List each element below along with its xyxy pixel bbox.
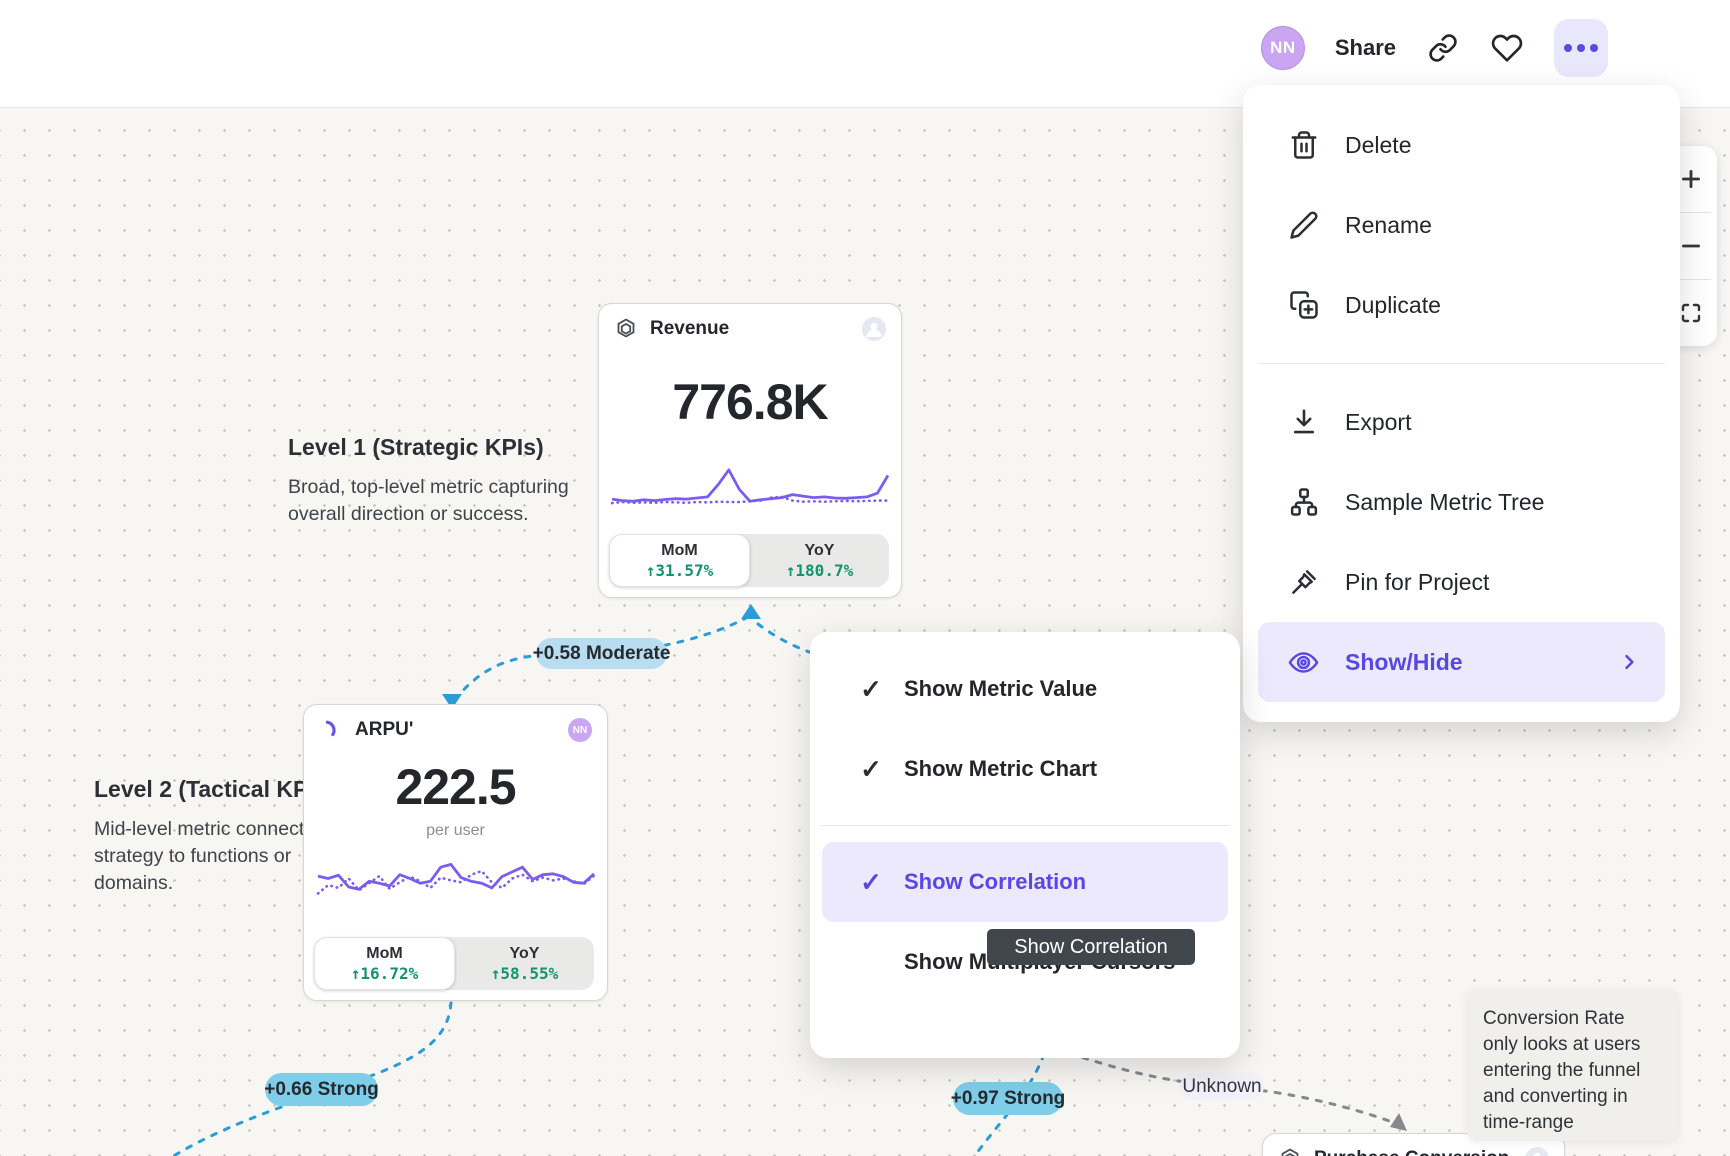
- metric-value: 222.5: [395, 759, 516, 815]
- arrowhead-into-revenue: [741, 604, 761, 619]
- metric-card-revenue[interactable]: Revenue 776.8K MoM ↑31.57% YoY ↑180.7%: [598, 303, 902, 598]
- metric-card-title: Revenue: [650, 318, 730, 339]
- menu-item-delete[interactable]: Delete: [1258, 105, 1665, 185]
- zoom-in-button[interactable]: [1664, 146, 1717, 212]
- metric-card-title: Purchase Conversion R: [1314, 1148, 1513, 1156]
- submenu-item-label: Show Metric Chart: [904, 756, 1098, 781]
- chevron-right-icon: [1619, 651, 1641, 673]
- download-icon: [1288, 407, 1319, 438]
- level2-description: Mid-level metric connecting strategy to …: [94, 818, 331, 894]
- eye-icon: [1288, 647, 1319, 678]
- more-dots-icon: [1564, 44, 1598, 52]
- metric-card-arpu[interactable]: ARPU' NN 222.5 per user MoM ↑16.72% YoY …: [303, 704, 608, 1001]
- card-header: Purchase Conversion R: [1263, 1134, 1564, 1156]
- menu-item-pin-for-project[interactable]: Pin for Project: [1258, 542, 1665, 622]
- tree-icon: [1288, 487, 1319, 518]
- mom-toggle[interactable]: MoM ↑16.72%: [314, 937, 455, 990]
- metric-card-title: ARPU': [355, 719, 414, 740]
- show-correlation-tooltip: Show Correlation: [987, 929, 1195, 965]
- metric-value: 776.8K: [672, 374, 828, 430]
- menu-item-label: Export: [1345, 408, 1412, 435]
- menu-item-show-hide[interactable]: Show/Hide: [1258, 622, 1665, 702]
- menu-item-label: Rename: [1345, 211, 1432, 238]
- user-avatar[interactable]: NN: [1260, 26, 1305, 70]
- correlation-badge-unknown[interactable]: Unknown: [1180, 1073, 1264, 1100]
- metric-unit: per user: [426, 822, 485, 839]
- period-toggle: MoM ↑16.72% YoY ↑58.55%: [314, 937, 594, 990]
- level1-annotation[interactable]: Level 1 (Strategic KPIs) Broad, top-leve…: [288, 434, 578, 528]
- submenu-item-show-metric-value[interactable]: ✓ Show Metric Value: [822, 649, 1228, 729]
- more-options-menu: Delete Rename Duplicate Export Sample Me…: [1243, 85, 1680, 722]
- duplicate-icon: [1288, 290, 1319, 321]
- fit-view-button[interactable]: [1664, 280, 1717, 346]
- correlation-badge-moderate[interactable]: +0.58 Moderate: [533, 638, 670, 669]
- copy-link-icon[interactable]: [1426, 31, 1460, 65]
- note-card[interactable]: Conversion Rate only looks at users ente…: [1467, 989, 1679, 1141]
- yoy-value: ↑180.7%: [785, 560, 854, 580]
- menu-item-label: Show/Hide: [1345, 648, 1463, 675]
- menu-item-label: Sample Metric Tree: [1345, 488, 1545, 515]
- yoy-toggle[interactable]: YoY ↑180.7%: [750, 534, 889, 587]
- correlation-badge-strong-1[interactable]: +0.66 Strong: [264, 1073, 379, 1106]
- metric-hexagon-icon: [614, 317, 638, 341]
- menu-item-label: Duplicate: [1345, 291, 1441, 318]
- share-button[interactable]: Share: [1334, 35, 1396, 60]
- pin-icon: [1288, 567, 1319, 598]
- yoy-label: YoY: [509, 944, 540, 962]
- yoy-toggle[interactable]: YoY ↑58.55%: [455, 937, 594, 990]
- mom-toggle[interactable]: MoM ↑31.57%: [609, 534, 750, 587]
- top-bar: NN Share: [0, 0, 1730, 107]
- metric-sparkline: [316, 862, 595, 895]
- yoy-label: YoY: [804, 541, 835, 559]
- show-hide-submenu: ✓ Show Metric Value ✓ Show Metric Chart …: [810, 632, 1240, 1058]
- mom-label: MoM: [366, 944, 403, 962]
- toolbar-divider: [1670, 279, 1711, 280]
- mom-label: MoM: [661, 541, 698, 559]
- submenu-item-show-metric-chart[interactable]: ✓ Show Metric Chart: [822, 729, 1228, 809]
- menu-item-sample-metric-tree[interactable]: Sample Metric Tree: [1258, 462, 1665, 542]
- card-header: Revenue: [599, 304, 901, 341]
- submenu-item-label: Show Correlation: [904, 869, 1087, 894]
- yoy-value: ↑58.55%: [490, 963, 559, 983]
- arrowhead-into-purchase: [1390, 1113, 1407, 1131]
- top-bar-actions: NN Share: [1260, 0, 1608, 96]
- menu-divider: [1258, 363, 1665, 364]
- metric-sparkline: [610, 468, 890, 505]
- zoom-out-button[interactable]: [1664, 213, 1717, 279]
- level2-title: Level 2 (Tactical KPIs): [94, 776, 336, 802]
- mom-value: ↑31.57%: [645, 560, 714, 580]
- card-header: ARPU' NN: [304, 705, 607, 742]
- menu-item-export[interactable]: Export: [1258, 382, 1665, 462]
- check-icon: ✓: [860, 866, 882, 897]
- note-text: Conversion Rate only looks at users ente…: [1483, 1008, 1641, 1133]
- menu-item-rename[interactable]: Rename: [1258, 185, 1665, 265]
- period-toggle: MoM ↑31.57% YoY ↑180.7%: [609, 534, 889, 587]
- favorite-heart-icon[interactable]: [1490, 31, 1524, 65]
- mom-value: ↑16.72%: [350, 963, 419, 983]
- check-icon: [856, 947, 886, 977]
- level2-annotation[interactable]: Level 2 (Tactical KPIs) Mid-level metric…: [94, 776, 344, 897]
- owner-avatar[interactable]: NN: [568, 718, 592, 742]
- correlation-badge-strong-2[interactable]: +0.97 Strong: [951, 1082, 1065, 1115]
- submenu-divider: [820, 825, 1230, 826]
- submenu-item-show-correlation[interactable]: ✓ Show Correlation: [822, 842, 1228, 922]
- owner-avatar-icon[interactable]: [1525, 1147, 1549, 1156]
- more-options-button[interactable]: [1554, 19, 1608, 77]
- level1-title: Level 1 (Strategic KPIs): [288, 434, 544, 460]
- submenu-item-label: Show Metric Value: [904, 676, 1098, 701]
- check-icon: ✓: [860, 673, 882, 704]
- check-icon: ✓: [860, 753, 882, 784]
- owner-avatar-icon[interactable]: [862, 317, 886, 341]
- level1-description: Broad, top-level metric capturing overal…: [288, 476, 569, 525]
- menu-item-label: Delete: [1345, 131, 1412, 158]
- toolbar-divider: [1670, 212, 1711, 213]
- metric-hexagon-icon: [1278, 1147, 1302, 1156]
- menu-item-label: Pin for Project: [1345, 568, 1490, 595]
- pencil-icon: [1288, 210, 1319, 241]
- trash-icon: [1288, 130, 1319, 161]
- metric-crescent-icon: [319, 718, 343, 742]
- menu-item-duplicate[interactable]: Duplicate: [1258, 265, 1665, 345]
